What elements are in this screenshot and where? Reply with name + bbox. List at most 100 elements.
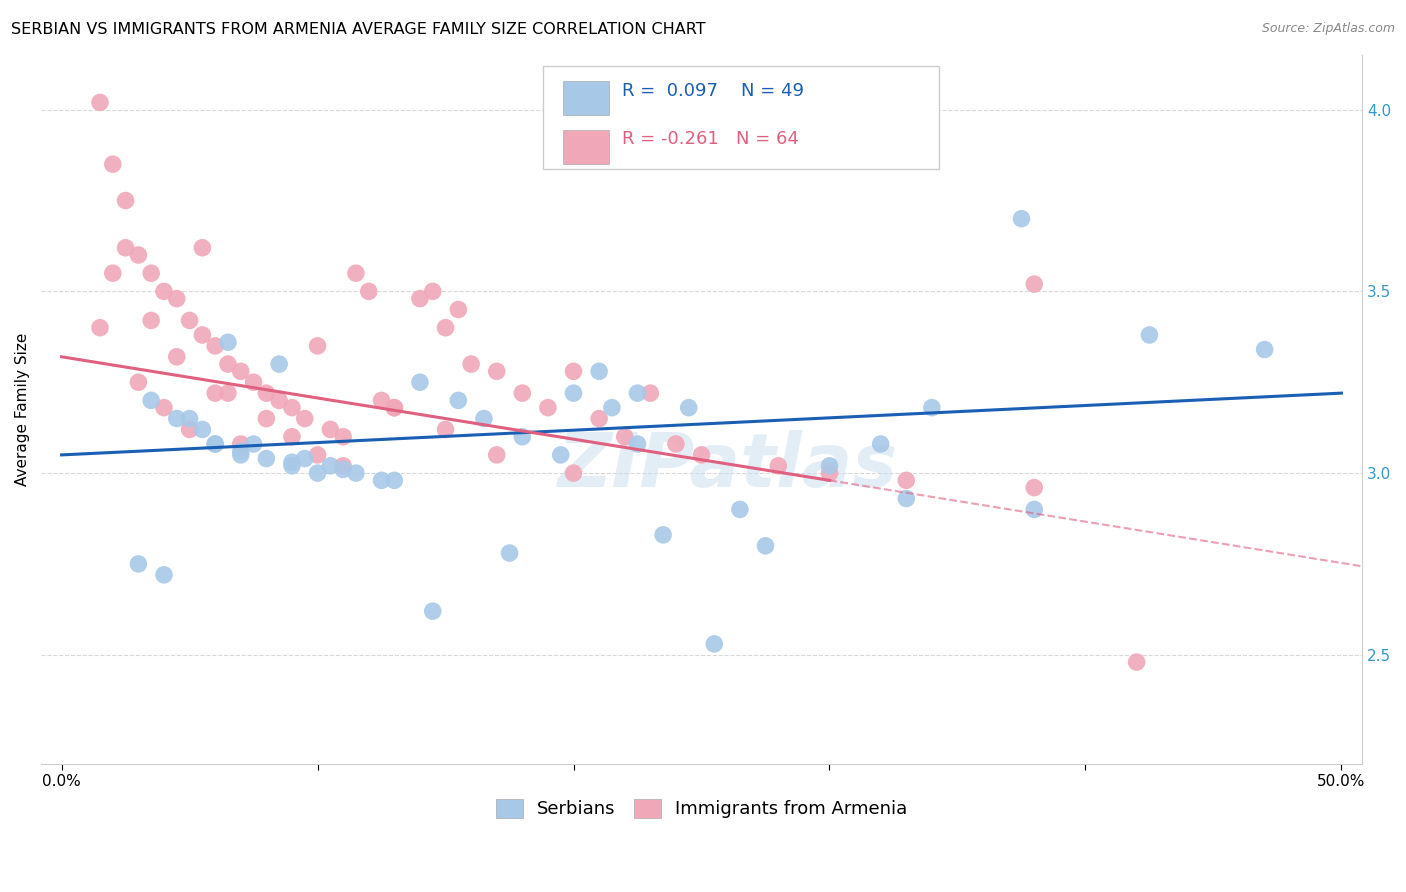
Point xyxy=(153,401,176,415)
Point xyxy=(229,437,252,451)
Point xyxy=(510,386,533,401)
Text: R =  0.097    N = 49: R = 0.097 N = 49 xyxy=(623,82,804,100)
Point xyxy=(294,451,316,466)
Point xyxy=(141,266,163,280)
Point xyxy=(447,302,470,317)
Point xyxy=(294,411,316,425)
Point xyxy=(319,458,342,473)
Point xyxy=(1253,343,1275,357)
Point xyxy=(754,539,776,553)
Point xyxy=(127,557,149,571)
Point xyxy=(179,411,201,425)
Point xyxy=(485,364,508,378)
Legend: Serbians, Immigrants from Armenia: Serbians, Immigrants from Armenia xyxy=(488,792,915,826)
Point xyxy=(382,474,405,488)
Point xyxy=(678,401,700,415)
Point xyxy=(370,474,392,488)
Point xyxy=(89,95,111,110)
Point xyxy=(254,411,277,425)
Point xyxy=(1024,277,1046,291)
Point xyxy=(204,437,226,451)
Point xyxy=(537,401,560,415)
Point xyxy=(434,422,457,436)
Point xyxy=(281,401,304,415)
Point xyxy=(153,567,176,582)
Point xyxy=(588,364,610,378)
Point xyxy=(204,437,226,451)
Point xyxy=(191,328,214,343)
Point xyxy=(626,437,648,451)
Point xyxy=(498,546,520,560)
Text: Source: ZipAtlas.com: Source: ZipAtlas.com xyxy=(1261,22,1395,36)
Point xyxy=(281,455,304,469)
Point xyxy=(217,386,239,401)
Point xyxy=(1139,328,1161,343)
Point xyxy=(818,458,841,473)
Point xyxy=(242,437,264,451)
Text: ZIPatlas: ZIPatlas xyxy=(558,430,898,503)
Point xyxy=(818,466,841,480)
Text: SERBIAN VS IMMIGRANTS FROM ARMENIA AVERAGE FAMILY SIZE CORRELATION CHART: SERBIAN VS IMMIGRANTS FROM ARMENIA AVERA… xyxy=(11,22,706,37)
Point xyxy=(1024,481,1046,495)
Point xyxy=(217,335,239,350)
Point xyxy=(409,292,432,306)
Point xyxy=(422,604,444,618)
Point xyxy=(382,401,405,415)
Point xyxy=(281,430,304,444)
Y-axis label: Average Family Size: Average Family Size xyxy=(15,333,30,486)
Point xyxy=(179,422,201,436)
Point xyxy=(768,458,790,473)
Point xyxy=(89,320,111,334)
Point xyxy=(141,313,163,327)
Point xyxy=(896,474,918,488)
Point xyxy=(626,386,648,401)
Point xyxy=(485,448,508,462)
Point xyxy=(690,448,713,462)
Point xyxy=(307,339,329,353)
Point xyxy=(204,339,226,353)
Point xyxy=(101,157,124,171)
Point xyxy=(434,320,457,334)
Point xyxy=(281,458,304,473)
Point xyxy=(357,285,380,299)
FancyBboxPatch shape xyxy=(562,81,609,115)
Point xyxy=(229,364,252,378)
Point xyxy=(127,376,149,390)
Point xyxy=(1125,655,1147,669)
Point xyxy=(344,466,367,480)
Point xyxy=(101,266,124,280)
Point xyxy=(472,411,495,425)
Point xyxy=(382,401,405,415)
Point xyxy=(332,430,354,444)
Point xyxy=(562,364,585,378)
Point xyxy=(460,357,482,371)
Point xyxy=(307,466,329,480)
Point xyxy=(652,528,675,542)
Point xyxy=(114,194,136,208)
Point xyxy=(242,376,264,390)
Point xyxy=(344,266,367,280)
Point xyxy=(640,386,662,401)
Point xyxy=(703,637,725,651)
Point xyxy=(217,357,239,371)
Point xyxy=(269,357,291,371)
Point xyxy=(114,241,136,255)
Point xyxy=(588,411,610,425)
Point xyxy=(166,411,188,425)
Point xyxy=(191,241,214,255)
Point xyxy=(600,401,623,415)
Point xyxy=(319,422,342,436)
Point xyxy=(510,430,533,444)
Point xyxy=(307,448,329,462)
Point xyxy=(921,401,943,415)
Point xyxy=(153,285,176,299)
Point xyxy=(665,437,688,451)
Point xyxy=(1024,502,1046,516)
Point xyxy=(896,491,918,506)
Point xyxy=(409,376,432,390)
Point xyxy=(562,466,585,480)
Point xyxy=(562,386,585,401)
Point xyxy=(422,285,444,299)
FancyBboxPatch shape xyxy=(562,129,609,163)
Point xyxy=(127,248,149,262)
